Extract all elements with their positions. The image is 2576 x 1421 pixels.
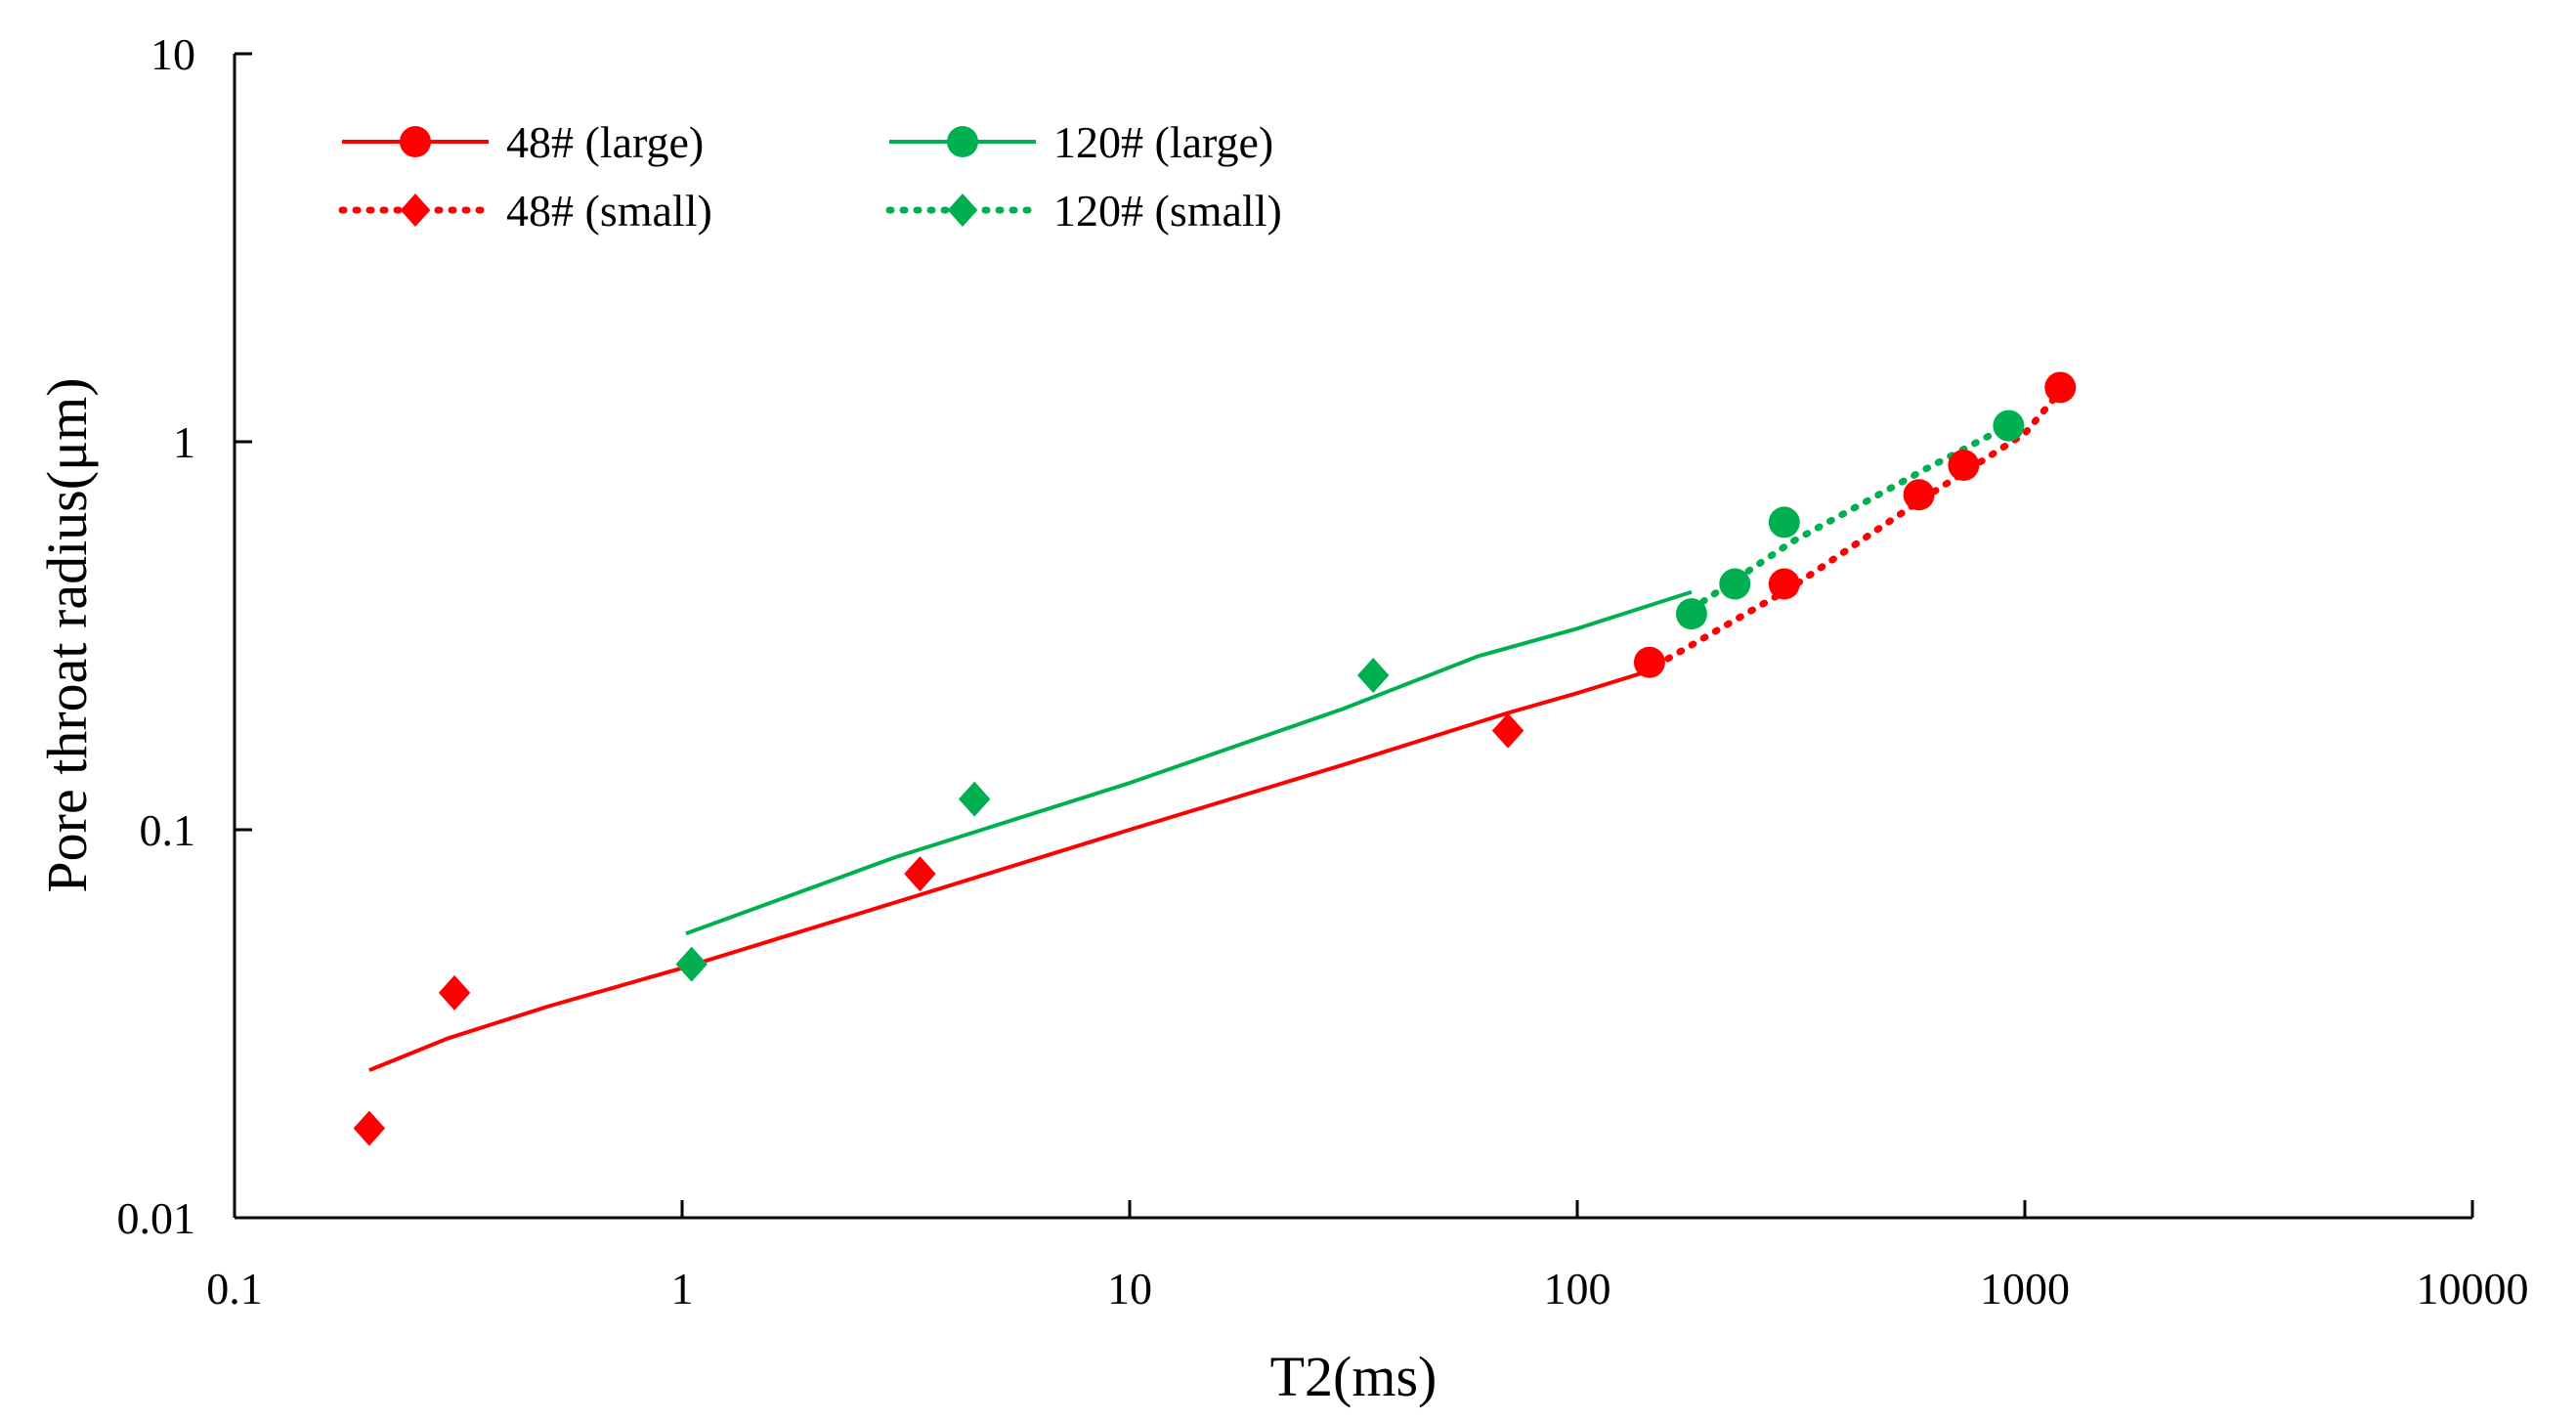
data-point-48-large: [1903, 479, 1935, 511]
series-line-48-large: [368, 667, 1657, 1072]
legend-label-120-large: 120# (large): [1053, 117, 1273, 167]
legend-label-120-small: 120# (small): [1053, 186, 1282, 236]
y-tick-label: 0.01: [117, 1193, 196, 1243]
y-tick-label: 10: [150, 29, 195, 79]
data-point-48-small: [1491, 712, 1524, 749]
data-point-120-small: [1356, 658, 1390, 694]
y-tick-label: 1: [173, 417, 195, 467]
x-tick-label: 10000: [2417, 1264, 2529, 1313]
legend-label-48-large: 48# (large): [506, 117, 704, 167]
series-points: [353, 371, 2077, 1146]
data-point-120-large: [1993, 409, 2025, 442]
data-point-48-large: [2044, 371, 2077, 404]
series-line-120-large: [685, 589, 1693, 936]
data-point-48-small: [904, 856, 936, 892]
legend-marker-48-small: [400, 194, 431, 227]
y-tick-label: 0.1: [140, 805, 196, 855]
x-tick-label: 10: [1107, 1264, 1152, 1313]
x-tick-label: 100: [1544, 1264, 1611, 1313]
data-point-48-large: [1633, 646, 1665, 678]
x-tick-label: 1: [671, 1264, 694, 1313]
data-point-120-small: [675, 946, 708, 982]
legend: 48# (large) 48# (small) 120# (large) 120# (…: [338, 117, 1282, 236]
data-point-120-large: [1675, 598, 1707, 630]
x-axis-title: T2(ms): [1270, 1345, 1438, 1408]
data-point-48-small: [438, 974, 471, 1011]
data-point-120-small: [958, 781, 991, 817]
data-point-48-small: [353, 1110, 386, 1146]
y-axis-title: Pore throat radius(μm): [35, 377, 99, 892]
legend-marker-48-large: [400, 126, 431, 157]
x-tick-label: 0.1: [206, 1264, 263, 1313]
legend-label-48-small: 48# (small): [506, 186, 712, 236]
data-point-120-large: [1768, 506, 1800, 538]
x-tick-label: 1000: [1980, 1264, 2070, 1313]
data-point-48-large: [1948, 450, 1980, 482]
data-point-48-large: [1768, 568, 1800, 600]
legend-marker-120-small: [947, 194, 978, 227]
data-point-120-large: [1719, 568, 1751, 600]
legend-marker-120-large: [947, 126, 978, 157]
